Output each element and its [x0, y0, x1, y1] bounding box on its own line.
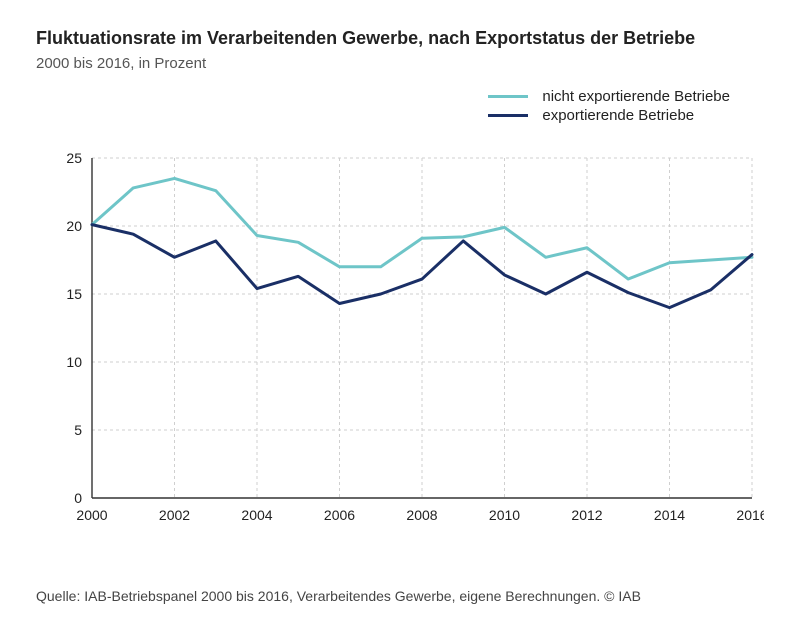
svg-text:2014: 2014 — [654, 507, 685, 523]
svg-text:2004: 2004 — [241, 507, 272, 523]
svg-text:5: 5 — [74, 422, 82, 438]
svg-text:20: 20 — [66, 218, 82, 234]
legend-swatch-icon — [488, 95, 528, 98]
svg-text:0: 0 — [74, 490, 82, 506]
svg-text:2010: 2010 — [489, 507, 520, 523]
svg-text:2016: 2016 — [736, 507, 764, 523]
svg-text:2000: 2000 — [76, 507, 107, 523]
legend-label: exportierende Betriebe — [542, 107, 694, 124]
legend-swatch-icon — [488, 114, 528, 117]
svg-text:2002: 2002 — [159, 507, 190, 523]
chart-subtitle: 2000 bis 2016, in Prozent — [36, 55, 764, 72]
svg-text:25: 25 — [66, 150, 82, 166]
svg-text:2008: 2008 — [406, 507, 437, 523]
svg-text:2012: 2012 — [571, 507, 602, 523]
chart-title: Fluktuationsrate im Verarbeitenden Gewer… — [36, 28, 764, 49]
svg-text:15: 15 — [66, 286, 82, 302]
legend: nicht exportierende Betriebe exportieren… — [488, 88, 730, 126]
legend-label: nicht exportierende Betriebe — [542, 88, 730, 105]
source-line: Quelle: IAB-Betriebspanel 2000 bis 2016,… — [36, 588, 641, 604]
legend-item: nicht exportierende Betriebe — [488, 88, 730, 105]
chart-area: 0 5 10 15 20 25 2000 2002 2004 2006 2008 2010 2012 20… — [36, 150, 764, 540]
svg-text:10: 10 — [66, 354, 82, 370]
line-chart: 0 5 10 15 20 25 2000 2002 2004 2006 2008 2010 2012 20… — [36, 150, 764, 540]
legend-item: exportierende Betriebe — [488, 107, 730, 124]
svg-text:2006: 2006 — [324, 507, 355, 523]
